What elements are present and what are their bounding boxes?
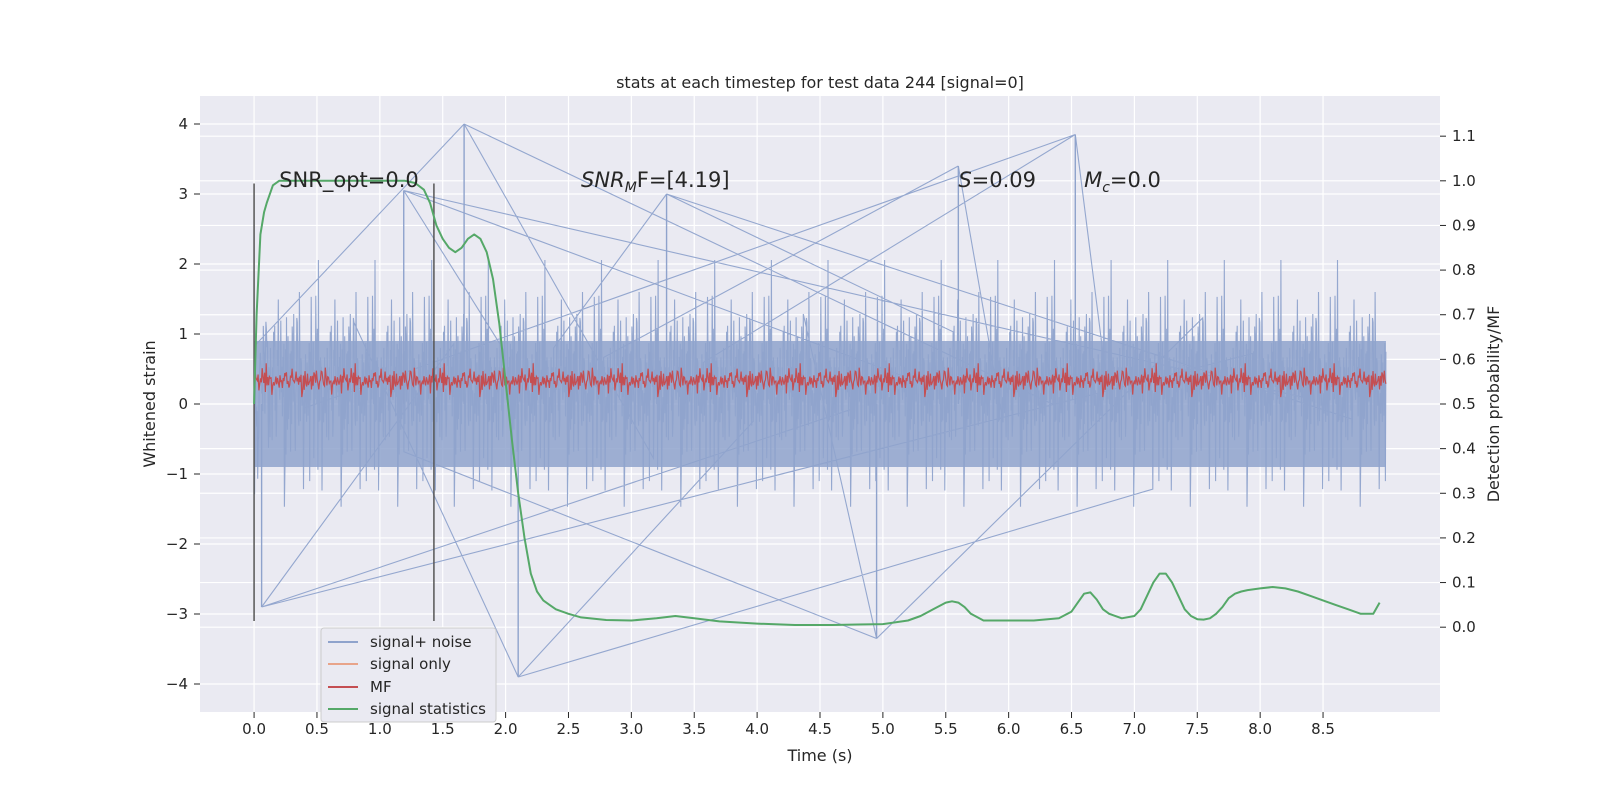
legend: signal+ noise signal only MF signal stat… [320, 627, 497, 723]
x-tick-label: 2.5 [557, 720, 581, 738]
y2-tick-label: 1.1 [1452, 127, 1476, 145]
annotation-layer: SNR_opt=0.0 SNRMF=[4.19] S=0.09 Mc=0.0 [279, 168, 1161, 196]
x-tick-label: 0.5 [305, 720, 329, 738]
y2-tick-label: 0.8 [1452, 261, 1476, 279]
y-tick-label: 1 [178, 325, 188, 343]
x-tick-label: 3.5 [682, 720, 706, 738]
x-tick-label: 0.0 [242, 720, 266, 738]
legend-label-signal-only: signal only [370, 655, 451, 673]
x-tick-label: 3.0 [619, 720, 643, 738]
x-tick-label: 5.0 [871, 720, 895, 738]
x-tick-label: 6.5 [1060, 720, 1084, 738]
y-tick-label: −1 [166, 465, 188, 483]
noise-core-band [254, 341, 1386, 467]
y-axis-label: Whitened strain [140, 340, 159, 467]
y2-tick-label: 0.4 [1452, 440, 1476, 458]
tick-layer: 0.0 0.5 1.0 1.5 2.0 2.5 3.0 3.5 4.0 4.5 5.0 5.5 6.0 6… [166, 115, 1476, 738]
legend-label-noise: signal+ noise [370, 633, 472, 651]
y2-tick-label: 1.0 [1452, 172, 1476, 190]
x-tick-label: 4.5 [808, 720, 832, 738]
y-tick-label: −4 [166, 675, 188, 693]
y-tick-label: 3 [178, 185, 188, 203]
y-tick-label: −3 [166, 605, 188, 623]
x-tick-label: 7.0 [1122, 720, 1146, 738]
y2-tick-label: 0.9 [1452, 216, 1476, 234]
legend-label-mf: MF [370, 678, 392, 696]
x-tick-label: 1.0 [368, 720, 392, 738]
x-tick-label: 1.5 [431, 720, 455, 738]
y-tick-label: −2 [166, 535, 188, 553]
y-tick-label: 4 [178, 115, 188, 133]
y2-tick-label: 0.5 [1452, 395, 1476, 413]
noise-series [253, 123, 1387, 678]
y2-axis-label: Detection probability/MF [1484, 306, 1503, 503]
mf-line [253, 363, 1387, 398]
y2-tick-label: 0.6 [1452, 350, 1476, 368]
annotation-1: SNRMF=[4.19] [581, 168, 730, 196]
annotation-0: SNR_opt=0.0 [279, 168, 419, 193]
y2-tick-label: 0.3 [1452, 484, 1476, 502]
x-tick-label: 4.0 [745, 720, 769, 738]
x-tick-label: 8.0 [1248, 720, 1272, 738]
y-tick-label: 2 [178, 255, 188, 273]
mf-series [253, 363, 1387, 398]
y-tick-label: 0 [178, 395, 188, 413]
y2-tick-label: 0.7 [1452, 306, 1476, 324]
x-tick-label: 2.0 [494, 720, 518, 738]
x-tick-label: 8.5 [1311, 720, 1335, 738]
chart-title: stats at each timestep for test data 244… [616, 73, 1024, 92]
annotation-2: S=0.09 [958, 168, 1036, 192]
legend-box [320, 627, 497, 723]
x-tick-label: 7.5 [1185, 720, 1209, 738]
annotation-3: Mc=0.0 [1084, 168, 1161, 196]
y2-tick-label: 0.2 [1452, 529, 1476, 547]
x-tick-label: 5.5 [934, 720, 958, 738]
signal-statistics-line [253, 179, 1381, 626]
x-tick-label: 6.0 [997, 720, 1021, 738]
y2-tick-label: 0.0 [1452, 618, 1476, 636]
signal-statistics-series [253, 179, 1381, 626]
y2-tick-label: 0.1 [1452, 574, 1476, 592]
legend-label-signal-statistics: signal statistics [370, 700, 486, 718]
x-axis-label: Time (s) [786, 746, 852, 765]
